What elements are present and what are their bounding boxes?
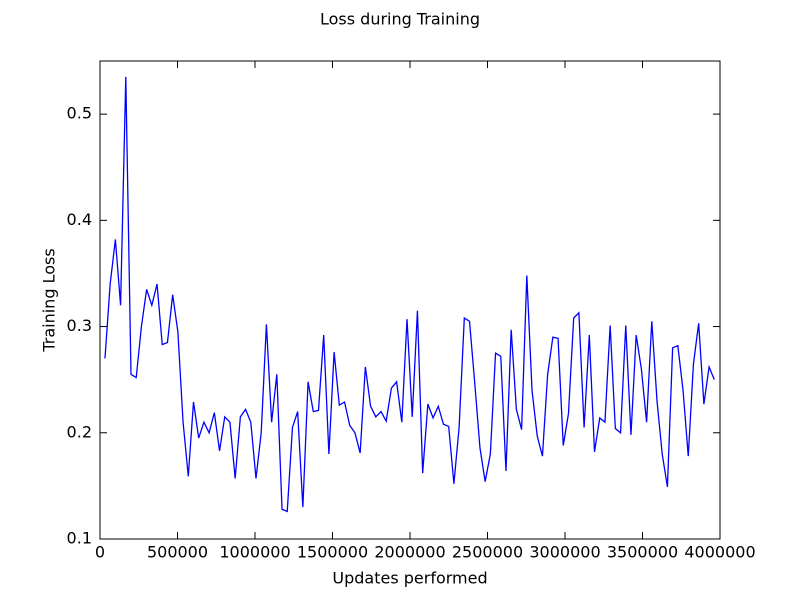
x-tick-label: 2500000 [452, 543, 523, 562]
x-tick-label: 4000000 [684, 543, 755, 562]
axes-frame [99, 60, 721, 540]
chart-title: Loss during Training [320, 10, 480, 29]
y-tick-label: 0.4 [67, 210, 92, 229]
x-tick-label: 3000000 [529, 543, 600, 562]
y-tick-label: 0.2 [67, 422, 92, 441]
x-tick-label: 3500000 [607, 543, 678, 562]
line-series [104, 76, 715, 513]
x-axis-label: Updates performed [332, 569, 487, 588]
x-tick-label: 2000000 [374, 543, 445, 562]
y-tick-label: 0.5 [67, 104, 92, 123]
y-tick-label: 0.1 [67, 529, 92, 548]
x-tick-label: 1000000 [219, 543, 290, 562]
x-tick-label: 500000 [147, 543, 208, 562]
x-tick-label: 1500000 [297, 543, 368, 562]
x-tick-label: 0 [95, 543, 105, 562]
y-tick-label: 0.3 [67, 316, 92, 335]
y-axis-label: Training Loss [40, 248, 59, 352]
